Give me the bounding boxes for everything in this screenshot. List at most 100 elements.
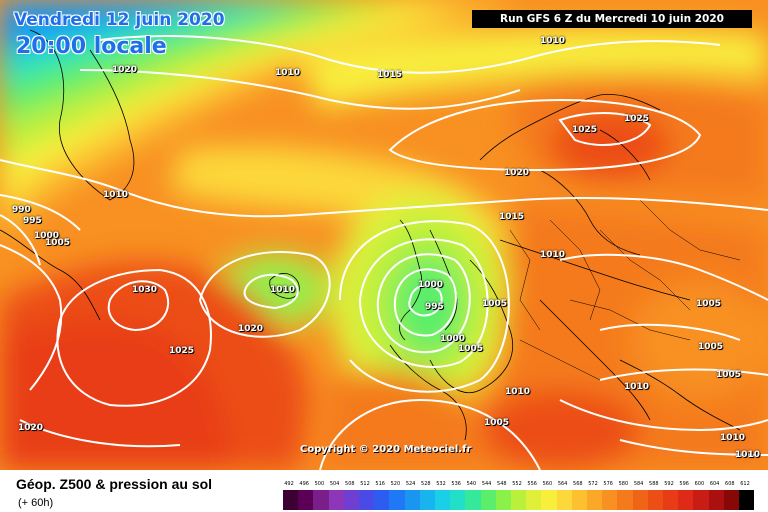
scale-swatch [480,490,496,510]
scale-swatch [495,490,511,510]
scale-swatch [343,490,359,510]
scale-label: 612 [740,481,750,487]
isobar-label: 1005 [698,342,724,352]
scale-label: 608 [725,481,735,487]
scale-label: 492 [284,481,294,487]
scale-label: 540 [466,481,477,487]
scale-swatch [435,490,451,510]
scale-swatch [298,490,314,510]
isobar-label: 1030 [132,285,158,295]
isobar-label: 1005 [45,238,71,248]
scale-label: 548 [497,481,507,487]
isobar-label: 1010 [624,382,650,392]
isobar-label: 1005 [458,344,484,354]
isobar-label: 1025 [572,125,598,135]
scale-swatch [663,490,679,510]
weather-map: 1010 1020 1010 1015 1025 1025 1020 1010 … [0,0,768,470]
scale-label: 572 [588,481,598,487]
scale-label: 588 [649,481,659,487]
color-scale: 492 496 500 504 508 512 516 520 524 528 532 536 540 5… [283,480,757,510]
scale-swatch [359,490,375,510]
run-info-banner: Run GFS 6 Z du Mercredi 10 juin 2020 [472,10,752,28]
isobar-label: 1010 [275,68,301,78]
isobar-label: 1005 [716,370,742,380]
scale-label: 600 [694,481,705,487]
scale-label: 520 [390,481,401,487]
isobar-label: 990 [12,205,31,215]
scale-swatch [419,490,435,510]
legend-subtitle: (+ 60h) [18,497,54,509]
isobar-label: 1000 [440,334,466,344]
isobar-label: 1005 [696,299,722,309]
scale-swatch [541,490,557,510]
isobar-label: 1010 [270,285,296,295]
scale-label: 516 [375,481,385,487]
scale-swatch [556,490,572,510]
scale-swatch [283,490,299,510]
isobar-label: 995 [23,216,42,226]
scale-label: 528 [421,481,431,487]
scale-swatch [404,490,420,510]
isobar-label: 1000 [34,231,60,241]
scale-swatch [450,490,466,510]
scale-label: 536 [451,481,461,487]
isobar-label: 1015 [499,212,525,222]
legend-title: Géop. Z500 & pression au sol [16,476,213,492]
scale-swatch [739,490,755,510]
scale-label: 504 [329,481,340,487]
isobar-label: 1020 [238,324,264,334]
scale-swatch [678,490,694,510]
scale-swatch [632,490,648,510]
forecast-local-time: 20:00 locale [16,34,167,59]
scale-label: 544 [481,481,492,487]
scale-label: 532 [436,481,446,487]
forecast-date: Vendredi 12 juin 2020 [14,10,225,30]
isobars [0,35,768,470]
isobar-label: 1020 [18,423,44,433]
scale-label: 592 [664,481,674,487]
isobar-label: 1020 [504,168,530,178]
isobar-label: 1025 [169,346,195,356]
scale-swatch [708,490,724,510]
copyright-notice: Copyright © 2020 Meteociel.fr [300,444,472,455]
isobar-label: 1010 [103,190,129,200]
scale-label: 508 [345,481,355,487]
scale-label: 556 [527,481,537,487]
scale-label: 584 [633,481,644,487]
scale-swatch [328,490,344,510]
scale-label: 512 [360,481,370,487]
scale-swatch [647,490,663,510]
scale-label: 580 [618,481,629,487]
scale-label: 552 [512,481,522,487]
isobar-label: 1005 [484,418,510,428]
scale-label: 564 [557,481,568,487]
legend-panel: Géop. Z500 & pression au sol (+ 60h) 492… [0,470,768,512]
scale-swatch [723,490,739,510]
scale-label: 500 [314,481,325,487]
isobar-label: 1025 [624,114,650,124]
scale-swatch [465,490,481,510]
scale-swatch [374,490,390,510]
scale-swatch [602,490,618,510]
scale-label: 576 [603,481,613,487]
isobar-label: 1010 [720,433,746,443]
scale-swatch [389,490,405,510]
scale-swatch [693,490,709,510]
map-canvas [0,0,768,470]
scale-label: 596 [679,481,689,487]
geopotential-shading [0,0,768,470]
scale-swatch [571,490,587,510]
isobar-label: 1010 [540,250,566,260]
isobar-label: 1015 [377,70,403,80]
isobar-label: 1010 [505,387,531,397]
scale-swatch [313,490,329,510]
scale-label: 560 [542,481,553,487]
isobar-label: 1010 [735,450,761,460]
isobar-label: 995 [425,302,444,312]
isobar-label: 1010 [540,36,566,46]
isobar-label: 1020 [112,65,138,75]
scale-swatch [511,490,527,510]
scale-label: 496 [299,481,309,487]
scale-label: 604 [709,481,720,487]
scale-swatch [587,490,603,510]
